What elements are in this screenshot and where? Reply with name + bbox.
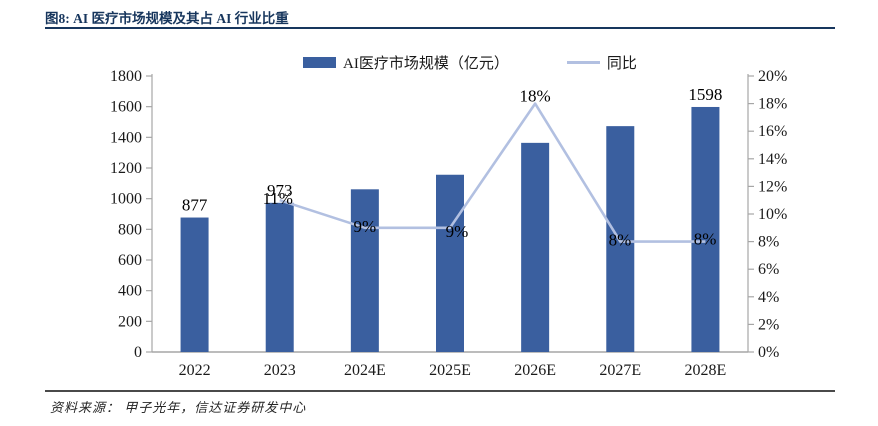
line-value-label: 8%	[609, 231, 632, 250]
right-axis-tick-label: 2%	[758, 316, 779, 333]
left-axis-tick-label: 1400	[110, 129, 142, 146]
left-axis-tick-label: 400	[118, 283, 142, 300]
right-axis-tick-label: 20%	[758, 68, 787, 85]
left-axis-tick-label: 1200	[110, 160, 142, 177]
left-axis-tick-label: 1800	[110, 68, 142, 85]
bar-2022	[180, 217, 209, 352]
x-axis-label: 2026E	[514, 362, 556, 379]
line-value-label: 9%	[446, 222, 469, 241]
bar-value-label: 973	[267, 181, 293, 200]
x-axis-label: 2023	[264, 362, 296, 379]
legend-bar-swatch	[303, 57, 336, 68]
footer-divider	[45, 390, 835, 392]
x-axis-label: 2022	[179, 362, 211, 379]
bar-2027E	[606, 126, 635, 352]
title-divider	[45, 27, 835, 29]
line-value-label: 8%	[694, 230, 717, 249]
growth-line	[279, 102, 706, 243]
left-axis-tick-label: 0	[134, 344, 142, 361]
right-axis-tick-label: 18%	[758, 96, 787, 113]
source-label: 资料来源：	[50, 400, 121, 415]
chart-title: 图8: AI 医疗市场规模及其占 AI 行业比重	[45, 11, 289, 26]
bar-2028E	[691, 106, 720, 353]
right-axis-tick-label: 14%	[758, 151, 787, 168]
x-axis-label: 2025E	[429, 362, 471, 379]
bar-2023	[265, 202, 294, 352]
bar-2026E	[521, 142, 550, 352]
left-axis-tick-label: 200	[118, 313, 142, 330]
x-axis-label: 2024E	[344, 362, 386, 379]
right-axis-tick-label: 6%	[758, 261, 779, 278]
left-axis-tick-label: 1600	[110, 99, 142, 116]
x-axis-label: 2027E	[599, 362, 641, 379]
left-axis-tick-label: 1000	[110, 191, 142, 208]
right-axis-tick-label: 16%	[758, 123, 787, 140]
chart-legend: AI医疗市场规模（亿元） 同比	[303, 52, 637, 73]
left-axis-tick-label: 800	[118, 221, 142, 238]
x-axis-label: 2028E	[685, 362, 727, 379]
right-axis-tick-label: 4%	[758, 289, 779, 306]
source-note: 资料来源： 甲子光年，信达证券研发中心	[50, 397, 306, 416]
bar-2025E	[436, 174, 464, 352]
bar-value-label: 877	[182, 196, 208, 215]
line-value-label: 11%	[262, 189, 293, 208]
line-value-label: 18%	[520, 87, 551, 106]
right-axis-tick-label: 8%	[758, 234, 779, 251]
line-value-label: 9%	[354, 217, 377, 236]
legend-bar-label: AI医疗市场规模（亿元）	[343, 56, 509, 72]
bar-2024E	[350, 189, 379, 352]
legend-line-label: 同比	[606, 56, 637, 72]
bar-value-label: 1598	[688, 85, 722, 104]
source-text: 甲子光年，信达证券研发中心	[124, 400, 307, 415]
legend-item-line-series: 同比	[566, 52, 637, 73]
legend-line-swatch	[566, 61, 600, 64]
left-axis-tick-label: 600	[118, 252, 142, 269]
right-axis-tick-label: 12%	[758, 178, 787, 195]
right-axis-tick-label: 10%	[758, 206, 787, 223]
right-axis-tick-label: 0%	[758, 344, 779, 361]
legend-item-bar-series: AI医疗市场规模（亿元）	[303, 52, 509, 73]
